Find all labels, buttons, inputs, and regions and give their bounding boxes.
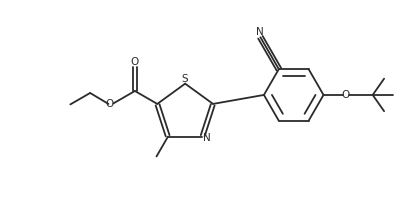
Text: N: N [203, 133, 211, 143]
Text: N: N [255, 27, 263, 37]
Text: S: S [182, 74, 189, 84]
Text: O: O [106, 99, 114, 109]
Text: O: O [131, 57, 139, 67]
Text: O: O [342, 90, 350, 100]
